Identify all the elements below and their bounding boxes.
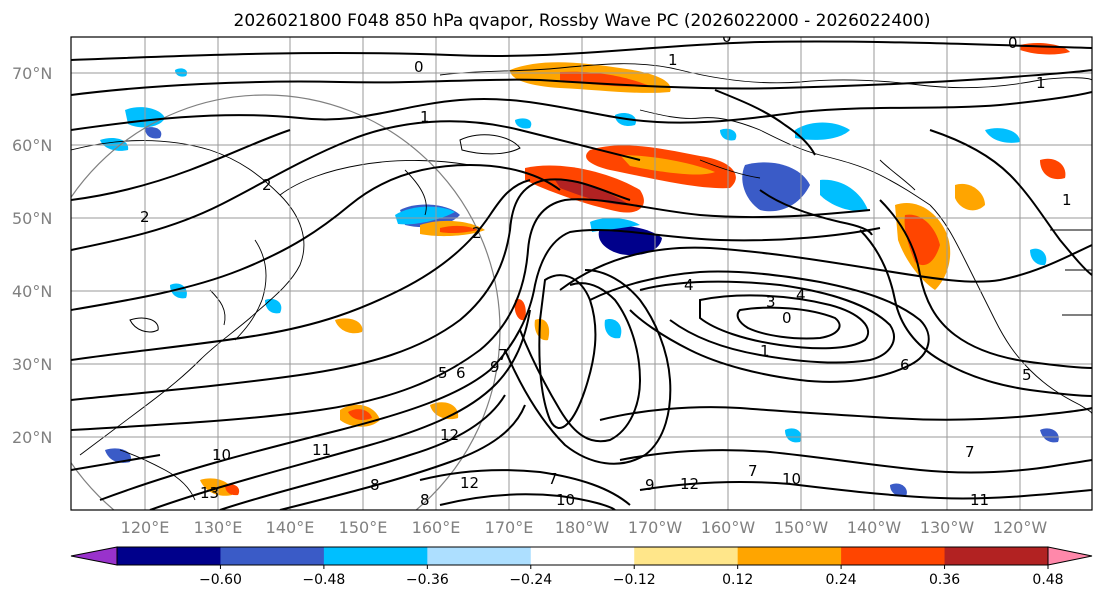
colorbar-cell — [944, 547, 1049, 565]
lat-label: 50°N — [12, 209, 52, 228]
colorbar-cell — [427, 547, 532, 565]
contour-label: 1 — [760, 342, 770, 360]
latitude-labels: 70°N 60°N 50°N 40°N 30°N 20°N — [12, 64, 52, 447]
colorbar-cell — [530, 547, 635, 565]
lon-label: 150°W — [774, 518, 829, 537]
contour-label: 0 — [722, 28, 732, 46]
lat-label: 60°N — [12, 136, 52, 155]
contour-label: 4 — [796, 286, 806, 304]
colorbar-border — [116, 546, 1049, 566]
lon-label: 170°W — [628, 518, 683, 537]
lon-label: 130°E — [194, 518, 243, 537]
lon-label: 120°W — [993, 518, 1048, 537]
colorbar-tick-label: −0.12 — [613, 572, 656, 588]
contour-label: 7 — [748, 462, 758, 480]
contour-labels: 0 1 1 2 2 2 3 4 4 0 1 5 6 7 8 9 10 10 11… — [140, 28, 1072, 509]
contour-label: 10 — [782, 470, 801, 488]
shaded-anomalies — [100, 42, 1070, 497]
contour-label: 10 — [212, 446, 231, 464]
lon-label: 170°E — [485, 518, 534, 537]
contour-label: 0 — [1008, 34, 1018, 52]
contour-label: 5 — [1022, 366, 1032, 384]
colorbar-extend-max — [1047, 546, 1093, 566]
colorbar-tick-label: 0.24 — [826, 572, 857, 588]
contour-label: 6 — [900, 356, 910, 374]
contour-label: 13 — [200, 484, 219, 502]
lon-label: 130°W — [920, 518, 975, 537]
colorbar-extend-min — [70, 546, 118, 566]
contour-label: 11 — [312, 441, 331, 459]
colorbar-cell — [323, 547, 428, 565]
contour-label: 4 — [684, 276, 694, 294]
colorbar-tick-label: 0.36 — [929, 572, 960, 588]
contour-label: 10 — [556, 491, 575, 509]
colorbar-tick-label: 0.12 — [722, 572, 753, 588]
contour-label: 1 — [420, 108, 430, 126]
contour-label: 7 — [548, 470, 558, 488]
contour-label: 11 — [970, 491, 989, 509]
contour-label: 12 — [440, 426, 459, 444]
lon-label: 150°E — [339, 518, 388, 537]
lon-label: 160°W — [701, 518, 756, 537]
contour-label: 1 — [668, 51, 678, 69]
lat-label: 30°N — [12, 355, 52, 374]
colorbar-tick-label: 0.48 — [1032, 572, 1063, 588]
coastlines — [71, 63, 1092, 501]
lon-label: 180°W — [555, 518, 610, 537]
contour-label: 1 — [1036, 74, 1046, 92]
map-panel: 0 1 1 2 2 2 3 4 4 0 1 5 6 7 8 9 10 10 11… — [70, 28, 1093, 511]
contour-label: 7 — [498, 346, 508, 364]
colorbar-tick-label: −0.36 — [406, 572, 449, 588]
colorbar-tick-label: −0.60 — [199, 572, 242, 588]
colorbar-tick-label: −0.48 — [302, 572, 345, 588]
colorbar-tick-label: −0.24 — [509, 572, 552, 588]
colorbar-cell — [634, 547, 739, 565]
contour-label: 8 — [420, 491, 430, 509]
contour-label: 1 — [1062, 191, 1072, 209]
colorbar-cell — [841, 547, 946, 565]
lon-label: 160°E — [412, 518, 461, 537]
contour-label: 12 — [460, 474, 479, 492]
contour-label: 8 — [370, 476, 380, 494]
lat-label: 20°N — [12, 428, 52, 447]
lon-label: 120°E — [121, 518, 170, 537]
contour-label: 2 — [262, 176, 272, 194]
figure-title: 2026021800 F048 850 hPa qvapor, Rossby W… — [234, 11, 931, 31]
contour-label: 0 — [414, 58, 424, 76]
longitude-labels: 120°E 130°E 140°E 150°E 160°E 170°E 180°… — [121, 518, 1048, 537]
lat-label: 70°N — [12, 64, 52, 83]
contour-label: 2 — [472, 224, 482, 242]
colorbar-cell — [117, 547, 221, 565]
contour-label: 7 — [965, 443, 975, 461]
colorbar-cell — [737, 547, 842, 565]
lon-label: 140°W — [847, 518, 902, 537]
contour-label: 6 — [456, 364, 466, 382]
contour-label: 5 — [438, 364, 448, 382]
contours — [71, 40, 1092, 510]
lat-label: 40°N — [12, 282, 52, 301]
colorbar-cell — [220, 547, 325, 565]
lon-label: 140°E — [266, 518, 315, 537]
contour-label: 2 — [140, 208, 150, 226]
colorbar: −0.60 −0.48 −0.36 −0.24 −0.12 0.12 0.24 0.36 0.4… — [70, 546, 1093, 588]
contour-label: 12 — [680, 475, 699, 493]
contour-label: 0 — [782, 309, 792, 327]
contour-label: 9 — [645, 476, 655, 494]
contour-label: 3 — [766, 293, 776, 311]
contour-label: 9 — [490, 358, 500, 376]
